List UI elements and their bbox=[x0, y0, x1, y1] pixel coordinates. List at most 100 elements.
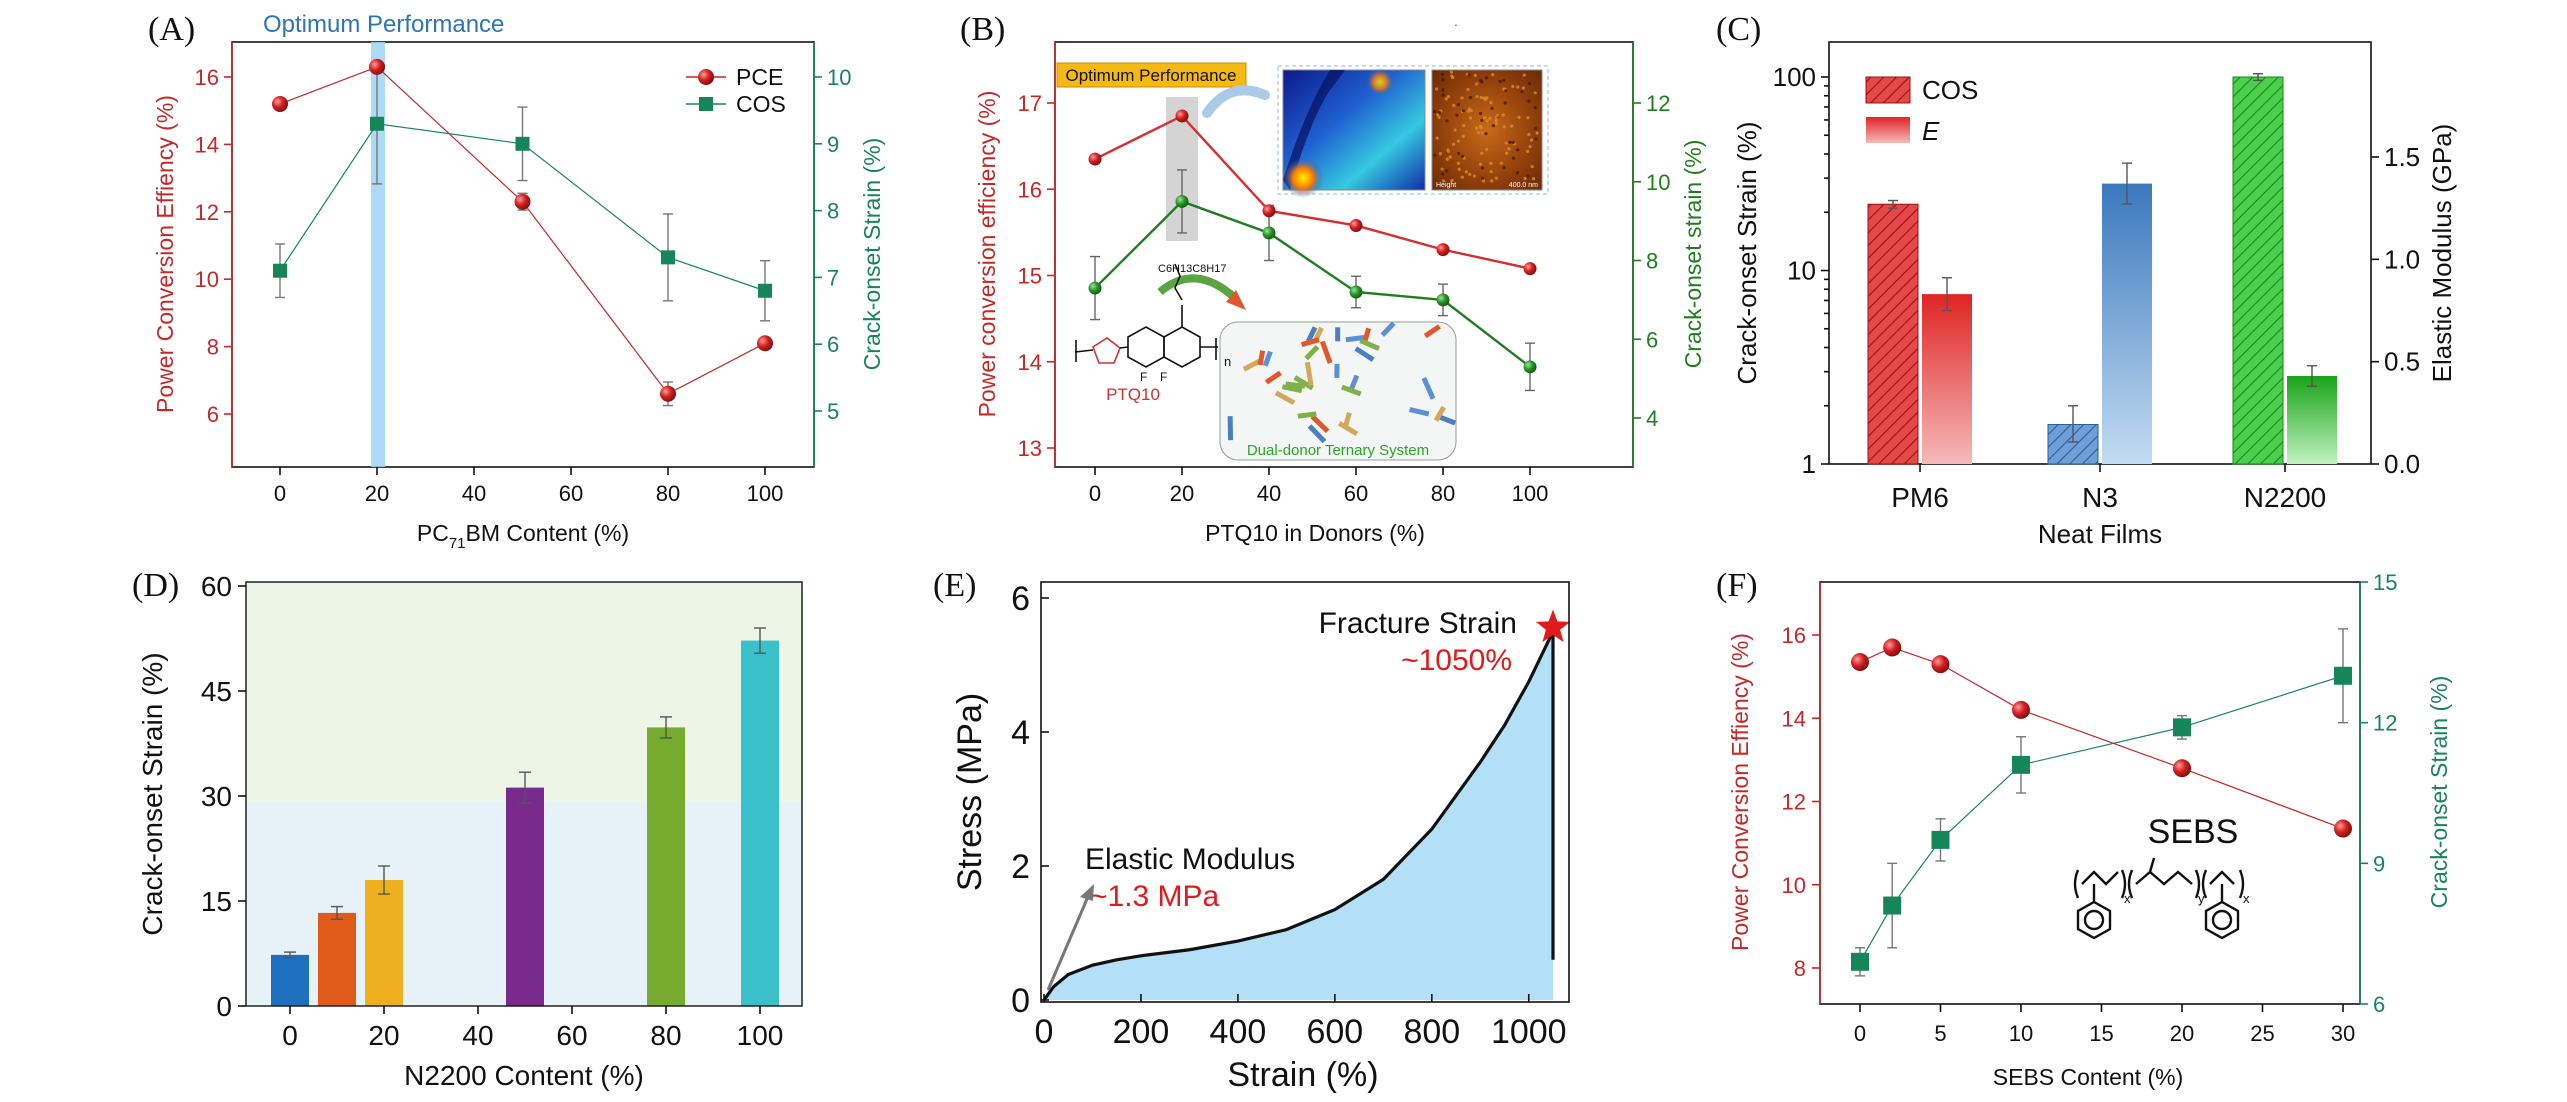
panel-f-xlabel: SEBS Content (%) bbox=[1993, 1064, 2183, 1090]
afm-grain bbox=[1511, 140, 1515, 145]
panel-d-axes: 0 20 40 60 80 100 0 15 30 45 60 bbox=[201, 571, 784, 1051]
afm-grain bbox=[1468, 172, 1472, 176]
afm-grain bbox=[1481, 179, 1486, 183]
legend-cos-marker bbox=[699, 97, 713, 111]
afm-grain bbox=[1451, 142, 1456, 146]
yr-tick-label: 8 bbox=[1646, 249, 1658, 274]
afm-grain bbox=[1502, 166, 1506, 170]
afm-grain bbox=[1436, 113, 1440, 117]
x-tick-label: 600 bbox=[1306, 1013, 1363, 1051]
yr-tick-label: 10 bbox=[1646, 170, 1670, 195]
afm-grain bbox=[1527, 99, 1531, 103]
cos-point bbox=[1851, 952, 1869, 971]
afm-grain bbox=[1511, 156, 1516, 160]
stress-strain-area bbox=[1044, 631, 1553, 1000]
x-tick-label: 60 bbox=[1344, 481, 1368, 506]
pce-point bbox=[514, 193, 531, 210]
pce-series-line bbox=[1094, 114, 1531, 270]
molecule-arrow-head bbox=[1226, 290, 1246, 310]
phenyl-ring-1 bbox=[2076, 900, 2112, 940]
pce-point bbox=[1851, 653, 1869, 672]
pce-point bbox=[1436, 243, 1450, 257]
modulus-bar bbox=[1922, 294, 1972, 464]
cos-point bbox=[515, 136, 530, 151]
x-tick-label: 60 bbox=[556, 1020, 587, 1051]
afm-height-label: Height bbox=[1436, 182, 1456, 189]
pce-point bbox=[1523, 262, 1537, 276]
ternary-chain bbox=[1227, 416, 1234, 441]
legend-pce-label: PCE bbox=[736, 64, 783, 90]
ternary-chain bbox=[1300, 337, 1320, 348]
ternary-chain bbox=[1341, 384, 1362, 397]
ptq10-molecule bbox=[1074, 263, 1218, 368]
afm-grain bbox=[1433, 109, 1437, 114]
afm-grain bbox=[1505, 151, 1509, 155]
yl-tick-label: 6 bbox=[207, 402, 219, 427]
afm-grain bbox=[1475, 126, 1479, 130]
afm-grain bbox=[1488, 116, 1492, 120]
molecule-arrow bbox=[1157, 274, 1238, 302]
phenyl-aromatic-1 bbox=[2083, 909, 2105, 931]
x-tick-label: 800 bbox=[1403, 1013, 1460, 1051]
afm-grain bbox=[1475, 82, 1479, 86]
afm-grain bbox=[1504, 141, 1508, 145]
afm-grain bbox=[1517, 115, 1521, 119]
x-tick-label: 5 bbox=[1934, 1021, 1946, 1046]
legend-e-swatch bbox=[1866, 117, 1910, 143]
panel-b-banner-box bbox=[1056, 62, 1247, 88]
x-tick-label: 10 bbox=[2009, 1021, 2033, 1046]
stress-strain-curve bbox=[1042, 630, 1555, 1001]
yr-tick-label: 9 bbox=[2373, 851, 2385, 876]
panel-a-frame bbox=[231, 41, 815, 468]
afm-grain bbox=[1490, 106, 1494, 110]
cos-point bbox=[1175, 194, 1189, 208]
cos-bar bbox=[2232, 76, 2284, 465]
afm-grain bbox=[1441, 77, 1445, 82]
afm-grain bbox=[1466, 87, 1470, 92]
sebs-sub-y: y bbox=[2198, 891, 2205, 906]
ternary-chain bbox=[1433, 405, 1446, 422]
pyrazine-ring bbox=[1163, 326, 1201, 368]
afm-grain bbox=[1468, 116, 1473, 120]
afm-grain bbox=[1452, 103, 1456, 108]
afm-grain bbox=[1521, 86, 1525, 90]
panel-c-axes: PM6 N3 N2200 1 10 100 0.0 0.5 1.0 1.5 bbox=[1773, 62, 2421, 513]
ternary-chain bbox=[1285, 381, 1306, 389]
yl-tick-label: 10 bbox=[1787, 256, 1816, 286]
afm-grain bbox=[1502, 78, 1506, 83]
afm-scale-label: 400.0 nm bbox=[1509, 182, 1538, 189]
cos-point bbox=[2012, 755, 2030, 774]
ternary-chain bbox=[1274, 390, 1296, 406]
afm-grain bbox=[1494, 176, 1498, 180]
x-tick-label: N3 bbox=[2082, 482, 2118, 513]
pce-point bbox=[2173, 759, 2191, 778]
pce-point bbox=[2334, 819, 2352, 838]
fracture-title: Fracture Strain bbox=[1319, 607, 1517, 640]
ptq10-f1: F bbox=[1140, 370, 1147, 384]
afm-grain bbox=[1478, 111, 1483, 116]
ternary-chain bbox=[1380, 321, 1396, 337]
yr-tick-label: 7 bbox=[827, 265, 839, 290]
afm-grain bbox=[1475, 94, 1479, 99]
panel-f-ylabel-left: Power Conversion Effiency (%) bbox=[1727, 633, 1753, 951]
afm-grain bbox=[1526, 116, 1530, 120]
cos-point bbox=[370, 116, 384, 131]
ternary-chain bbox=[1257, 350, 1266, 366]
afm-grain bbox=[1528, 144, 1532, 149]
afm-grain bbox=[1456, 161, 1460, 165]
pce-point bbox=[660, 385, 676, 402]
panel-b-xlabel: PTQ10 in Donors (%) bbox=[1205, 520, 1425, 546]
yr-tick-label: 8 bbox=[827, 199, 839, 224]
afm-grain bbox=[1479, 78, 1483, 82]
cos-point bbox=[1349, 285, 1363, 299]
afm-grain bbox=[1520, 90, 1524, 94]
yr-tick-label: 12 bbox=[1646, 91, 1670, 116]
panel-d-frame bbox=[245, 581, 803, 1007]
ternary-chain bbox=[1304, 361, 1314, 386]
x-tick-label: 25 bbox=[2250, 1021, 2274, 1046]
pce-point bbox=[1883, 638, 1902, 657]
afm-grain bbox=[1479, 95, 1483, 100]
sebs-ethyl bbox=[2148, 857, 2156, 873]
yr-tick-label: 1.0 bbox=[2384, 244, 2420, 274]
